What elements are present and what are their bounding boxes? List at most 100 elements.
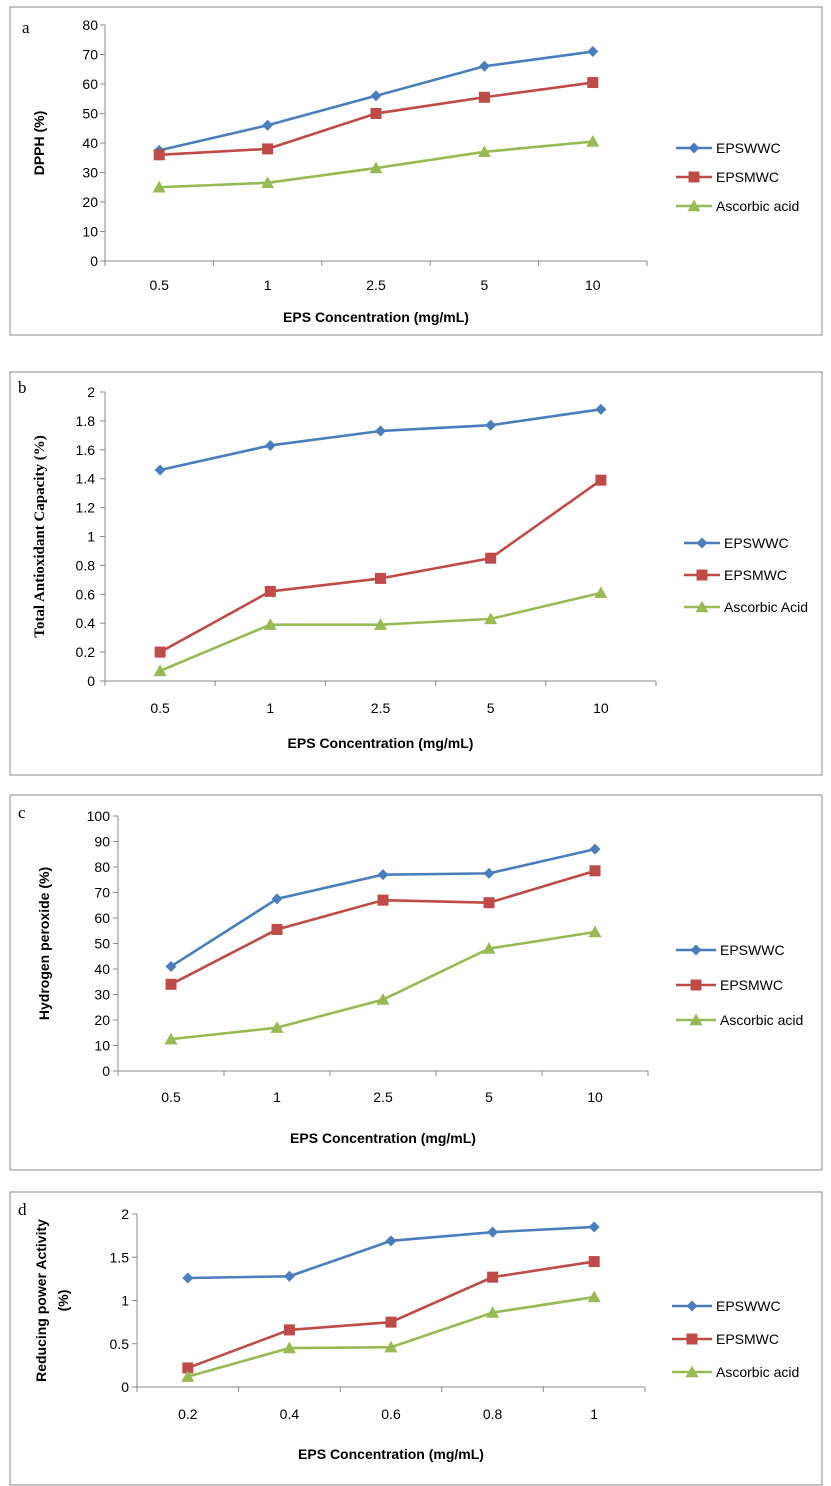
data-point — [486, 1306, 500, 1318]
y-tick-label: 50 — [94, 936, 110, 952]
y-tick-label: 100 — [87, 808, 111, 824]
legend-marker — [685, 1365, 699, 1378]
y-tick-label: 0 — [102, 1063, 110, 1079]
y-tick-label: 30 — [82, 165, 98, 181]
legend-item: EPSMWC — [676, 977, 783, 993]
data-point — [164, 1032, 178, 1045]
x-tick-label: 5 — [485, 1089, 493, 1105]
legend-label: EPSMWC — [716, 1331, 779, 1347]
series-epsmwc — [182, 1256, 600, 1374]
y-tick-label: 80 — [82, 17, 98, 33]
x-tick-label: 10 — [587, 1089, 603, 1105]
data-point — [153, 664, 167, 677]
data-point — [377, 869, 389, 881]
data-point — [271, 923, 283, 935]
x-tick-label: 2.5 — [373, 1089, 393, 1105]
legend-label: EPSWWC — [724, 535, 789, 551]
legend-label: Ascorbic acid — [716, 198, 799, 214]
data-point — [589, 843, 601, 855]
series-line — [159, 591, 602, 673]
legend-marker — [689, 1013, 703, 1026]
data-point — [487, 1226, 499, 1238]
legend-label: Ascorbic Acid — [724, 599, 808, 615]
data-point — [385, 1316, 397, 1328]
data-point — [595, 474, 607, 486]
chart-frame — [9, 794, 823, 1171]
legend-item: EPSMWC — [684, 567, 787, 583]
data-point — [165, 978, 177, 990]
x-axis-label: EPS Concentration (mg/mL) — [290, 1130, 476, 1146]
y-tick-label: 0.6 — [76, 586, 96, 602]
legend-marker — [696, 537, 708, 549]
y-axis-label-line-2: (%) — [55, 1290, 71, 1312]
y-tick-label: 1 — [121, 1293, 129, 1309]
data-point — [385, 1235, 397, 1247]
series-ascorbic-acid — [152, 135, 600, 193]
x-tick-label: 0.5 — [149, 277, 169, 293]
y-tick-label: 70 — [94, 885, 110, 901]
data-point — [154, 464, 166, 476]
y-tick-label: 2 — [121, 1206, 129, 1222]
y-axis-label-line-1: Reducing power Activity — [33, 1219, 49, 1382]
data-point — [370, 108, 382, 119]
data-point — [165, 960, 177, 972]
legend-label: EPSWWC — [716, 1298, 781, 1314]
y-tick-label: 1.5 — [110, 1249, 130, 1265]
y-tick-label: 0 — [121, 1379, 129, 1395]
data-point — [261, 176, 275, 189]
y-axis-label: Total Antioxidant Capacity (%) — [32, 435, 48, 637]
panel-letter: a — [22, 18, 30, 37]
data-point — [586, 135, 600, 147]
y-axis-label: Hydrogen peroxide (%) — [36, 867, 52, 1020]
legend-item: EPSMWC — [672, 1331, 779, 1347]
y-tick-label: 30 — [94, 987, 110, 1003]
data-point — [283, 1270, 295, 1282]
y-tick-label: 80 — [94, 859, 110, 875]
y-tick-label: 60 — [82, 76, 98, 92]
y-tick-label: 50 — [82, 106, 98, 122]
data-point — [375, 572, 386, 584]
data-point — [483, 897, 495, 909]
y-tick-label: 20 — [82, 194, 98, 210]
y-tick-label: 0.5 — [110, 1336, 130, 1352]
series-line — [170, 847, 596, 968]
x-axis-label: EPS Concentration (mg/mL) — [283, 309, 469, 325]
data-point — [587, 77, 599, 89]
data-point — [375, 425, 386, 437]
data-point — [384, 1340, 398, 1353]
legend-marker — [686, 1300, 698, 1312]
legend-item: Ascorbic acid — [676, 1012, 803, 1028]
x-tick-label: 0.4 — [280, 1406, 300, 1422]
y-tick-label: 1.4 — [76, 471, 96, 487]
series-epswwc — [165, 843, 601, 972]
panel-letter: b — [18, 378, 27, 397]
data-point — [478, 91, 490, 103]
y-tick-label: 40 — [82, 135, 98, 151]
data-point — [152, 180, 166, 193]
chart-frame — [9, 6, 823, 336]
series-epsmwc — [153, 77, 599, 161]
data-point — [264, 439, 276, 451]
legend-label: EPSMWC — [720, 977, 783, 993]
legend-marker — [687, 199, 701, 212]
data-point — [282, 1341, 296, 1354]
series-line — [187, 1295, 595, 1378]
chart-panel-c: c 0 10 20 30 40 50 60 70 80 90 100 0.5 1 2.5 5 10 EPS Con… — [9, 794, 823, 1171]
x-tick-label: 1 — [266, 700, 274, 716]
y-tick-label: 2 — [87, 384, 95, 400]
data-point — [588, 1221, 600, 1233]
data-point — [271, 893, 283, 905]
legend-item: Ascorbic acid — [676, 198, 799, 214]
legend-marker — [696, 569, 708, 581]
data-point — [374, 618, 387, 630]
chart-panel-d: d 0 0.5 1 1.5 2 0.2 0.4 0.6 0.8 1 EPS Concentration… — [9, 1191, 823, 1486]
x-tick-label: 2.5 — [371, 700, 391, 716]
x-tick-label: 2.5 — [366, 277, 386, 293]
data-point — [264, 585, 276, 597]
x-tick-label: 0.6 — [381, 1406, 401, 1422]
data-point — [594, 586, 608, 599]
data-point — [484, 612, 498, 625]
data-point — [153, 149, 165, 161]
data-point — [263, 618, 277, 630]
series-epswwc — [182, 1221, 600, 1284]
